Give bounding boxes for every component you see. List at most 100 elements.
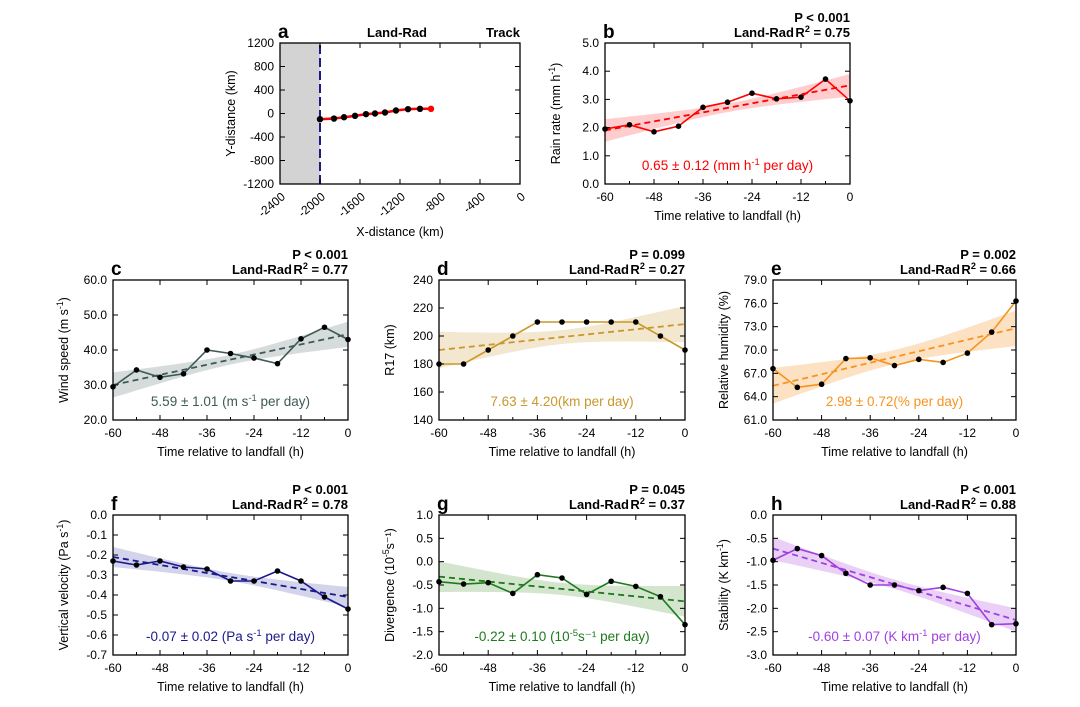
trend-line [604,84,851,132]
y-tick-label: -0.5 [412,578,433,592]
x-tick-label: -60 [104,661,122,675]
track-point [392,107,400,114]
panel-letter: f [111,494,118,515]
track-point [351,112,359,120]
trend-line [438,323,686,351]
y-tick-label: 4.0 [582,64,599,78]
data-point [773,96,780,102]
y-tick-label: 79.0 [744,273,768,287]
y-tick-label: 0.0 [750,508,767,522]
panel-title: Land-Rad [900,262,960,277]
y-tick-label: 73.0 [744,320,768,334]
data-point [633,583,639,590]
x-tick-label: -48 [151,426,169,440]
track-point [330,115,338,122]
x-tick-label: -2000 [295,189,328,220]
y-tick-label: 240 [413,273,433,287]
data-point [298,336,304,342]
x-tick-label: 0 [514,189,528,204]
data-point [891,362,898,369]
data-point [940,359,946,366]
y-tick-label: 30.0 [84,378,108,392]
x-tick-label: -12 [959,426,977,440]
panel-title: Land-Rad [232,262,292,277]
y-tick-label: -0.1 [86,528,107,542]
r-squared: R2 = 0.77 [293,261,348,277]
data-point [651,129,657,135]
data-point [559,575,565,581]
x-axis-label: Time relative to landfall (h) [821,680,968,694]
data-point [583,319,590,325]
x-tick-label: 0 [682,661,689,675]
y-tick-label: 0.0 [416,555,433,569]
x-axis-label: Time relative to landfall (h) [157,445,304,459]
y-tick-label: 140 [413,413,433,427]
y-tick-label: 800 [254,60,274,74]
x-tick-label: -24 [743,190,761,204]
data-point [608,319,614,325]
x-tick-label: 0 [345,661,352,675]
track-point [362,110,370,118]
data-point [916,587,922,594]
x-tick-label: -12 [292,661,310,675]
x-tick-label: -12 [959,661,977,675]
land-region [280,43,320,184]
panel-title: Land-Rad [367,25,427,40]
panel-letter: h [771,494,783,515]
x-axis-label: Time relative to landfall (h) [157,680,304,694]
data-point [180,564,187,570]
panel-letter: a [278,22,289,43]
data-point [204,566,210,572]
x-tick-label: -12 [627,426,645,440]
x-tick-label: -24 [578,661,596,675]
slope-annotation: -0.22 ± 0.10 (10-5s⁻¹ per day) [474,628,649,645]
panel-letter: d [437,259,449,280]
p-value: P = 0.099 [629,247,685,262]
panel-b: 0.65 ± 0.12 (mm h-1 per day) P < 0.001R2 … [547,10,854,223]
slope-annotation: 0.65 ± 0.12 (mm h-1 per day) [642,157,813,174]
x-tick-label: -60 [596,190,614,204]
r-squared: R2 = 0.88 [961,496,1016,512]
y-tick-label: 1.0 [416,508,433,522]
y-tick-label: 64.0 [744,390,768,404]
p-value: P < 0.001 [292,482,348,497]
track-point [381,109,389,116]
x-tick-label: -48 [151,661,169,675]
data-point [633,319,639,325]
y-tick-label: -800 [250,154,274,168]
panel-right-title: Track [486,25,521,40]
x-tick-label: -400 [461,189,489,215]
y-tick-label: -2.5 [746,625,767,639]
data-point [274,568,281,574]
data-point [818,552,825,559]
x-tick-label: -36 [198,661,216,675]
data-point [321,594,328,600]
x-tick-label: -60 [430,426,448,440]
panel-g: -0.22 ± 0.10 (10-5s⁻¹ per day) P = 0.045R… [381,482,689,694]
data-point [940,584,946,591]
data-point [891,582,898,588]
slope-annotation: 2.98 ± 0.72(% per day) [826,394,963,409]
x-tick-label: -2400 [255,189,288,220]
y-tick-label: 76.0 [744,296,768,310]
y-axis-label: Stability (K km-1) [715,539,731,631]
y-tick-label: -400 [250,130,274,144]
x-tick-label: -800 [421,189,449,215]
x-tick-label: -48 [813,661,831,675]
confidence-band [113,547,348,607]
r-squared: R2 = 0.37 [630,496,685,512]
y-tick-label: 400 [254,83,274,97]
data-point [988,329,995,335]
data-point [251,578,257,584]
y-tick-label: 67.0 [744,366,768,380]
data-point [559,319,565,325]
y-tick-label: 180 [413,357,433,371]
y-tick-label: 0 [267,107,274,121]
data-point [534,571,541,578]
x-tick-label: -24 [245,426,263,440]
data-point [964,590,971,597]
y-tick-label: -0.5 [86,608,107,622]
x-tick-label: -1200 [375,189,408,220]
